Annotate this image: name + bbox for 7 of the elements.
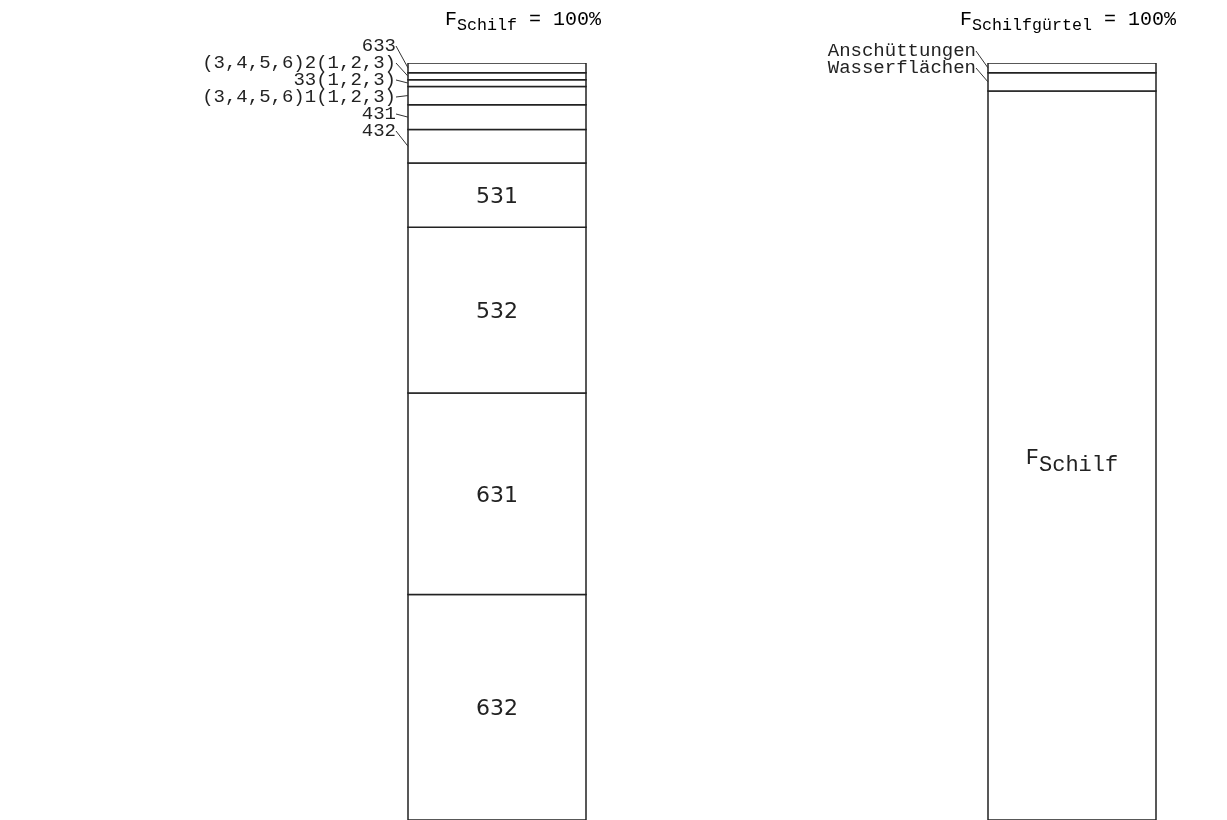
series-label: 531	[476, 183, 518, 209]
chart-title: F$_{Schilf}$ = 100%	[444, 8, 602, 35]
series-label: 432	[361, 120, 396, 142]
series-label: 532	[476, 298, 518, 324]
series-label: 631	[476, 481, 518, 507]
series-label: 632	[476, 695, 518, 721]
chart-title: F$_{Schilfgürtel}$ = 100%	[959, 8, 1177, 35]
